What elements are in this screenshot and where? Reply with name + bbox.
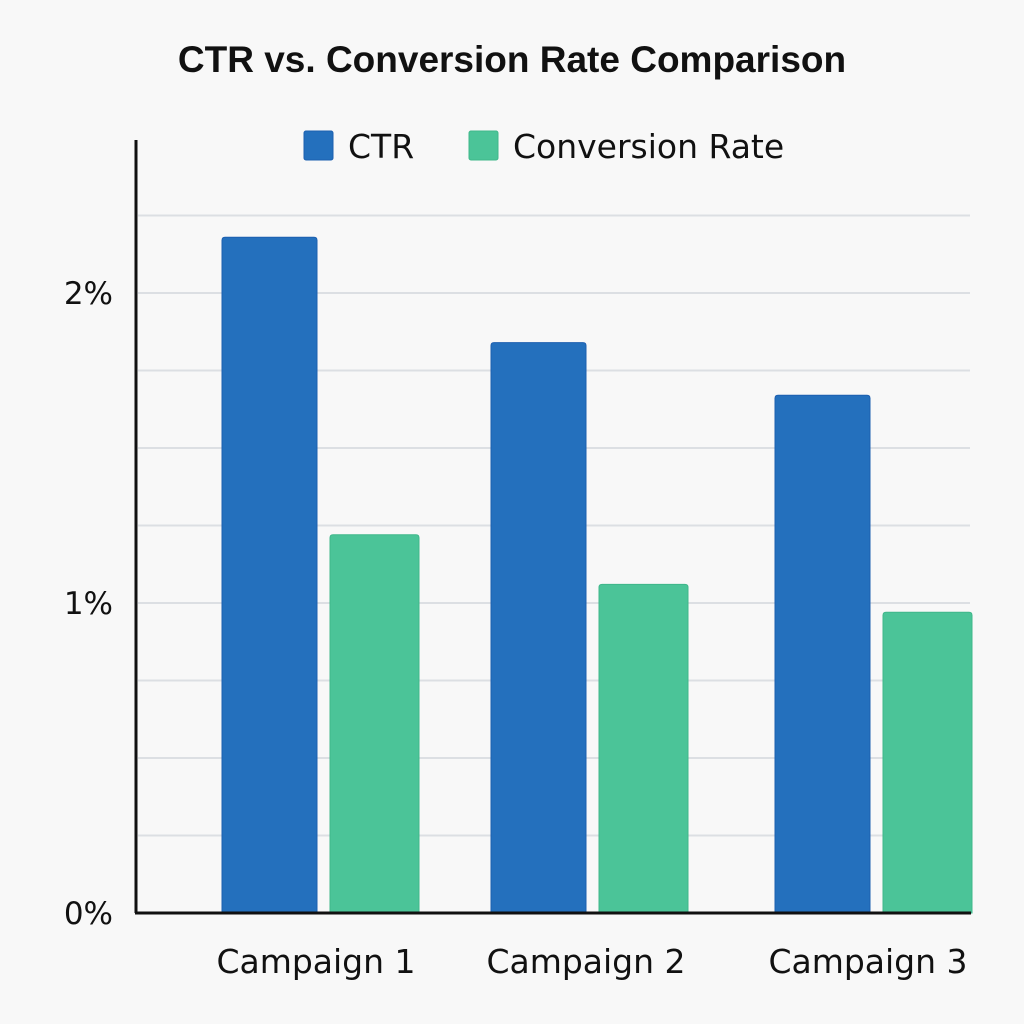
x-axis-categories: Campaign 1 Campaign 2 Campaign 3 <box>216 942 967 981</box>
legend: CTR Conversion Rate <box>303 127 784 166</box>
x-tick-label: Campaign 3 <box>768 942 967 981</box>
bar-ctr-1 <box>221 236 318 914</box>
y-tick-label: 1% <box>64 586 113 622</box>
legend-label-conversion-rate: Conversion Rate <box>513 127 784 166</box>
y-tick-label: 0% <box>64 896 113 932</box>
bar-ctr-3 <box>774 394 871 914</box>
axes <box>134 140 971 915</box>
bar-conversion-rate-1 <box>329 534 420 914</box>
chart-title: CTR vs. Conversion Rate Comparison <box>178 39 846 80</box>
legend-label-ctr: CTR <box>348 127 414 166</box>
bar-ctr-2 <box>490 342 587 914</box>
legend-swatch-conversion-rate <box>468 130 499 161</box>
bars <box>221 236 973 914</box>
bar-conversion-rate-3 <box>882 611 973 914</box>
x-tick-label: Campaign 1 <box>216 942 415 981</box>
legend-swatch-ctr <box>303 130 334 161</box>
bar-conversion-rate-2 <box>598 583 689 914</box>
y-axis-ticks: 0% 1% 2% <box>64 276 113 932</box>
x-tick-label: Campaign 2 <box>486 942 685 981</box>
y-tick-label: 2% <box>64 276 113 312</box>
